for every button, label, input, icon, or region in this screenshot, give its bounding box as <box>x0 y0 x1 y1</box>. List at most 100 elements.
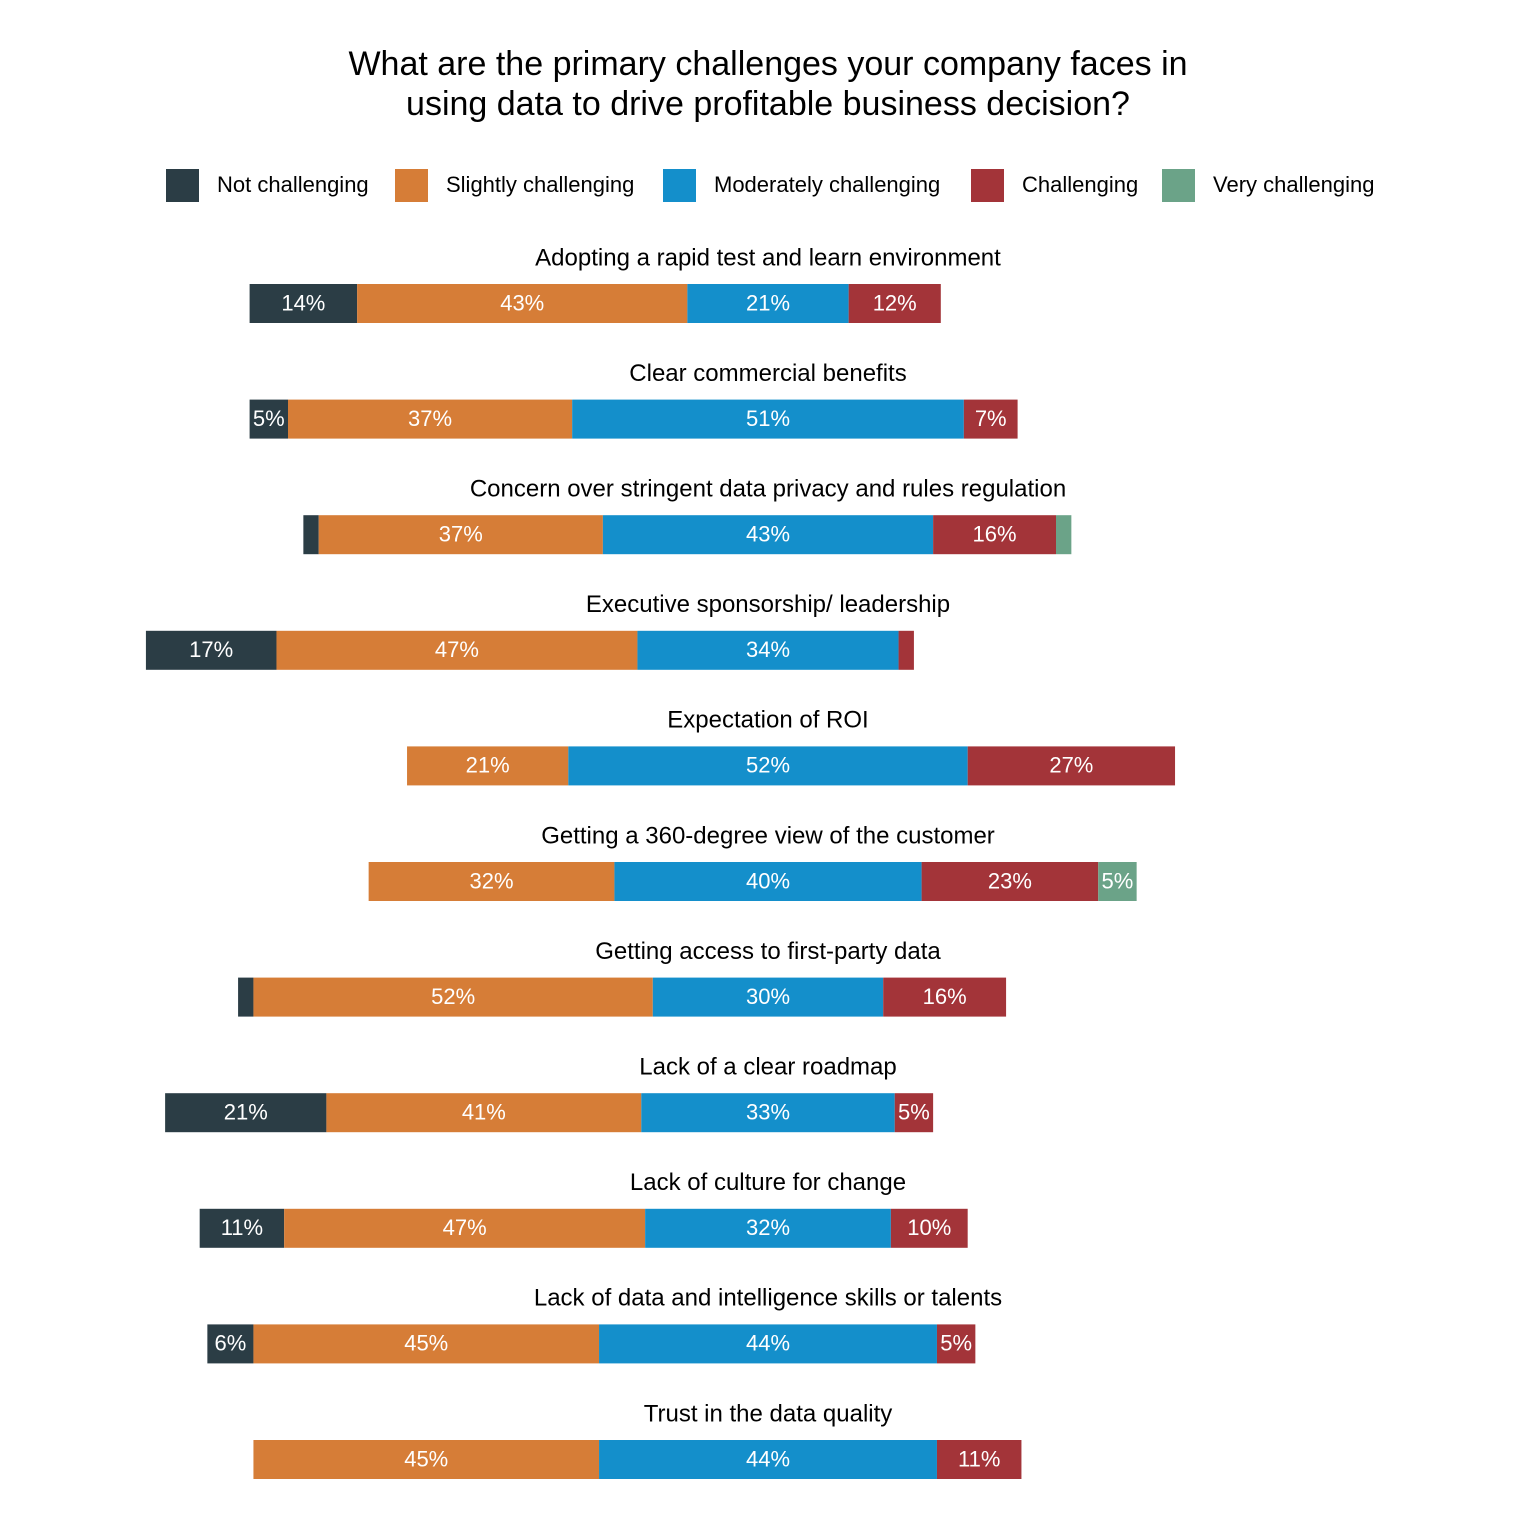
legend-label-slightly-challenging: Slightly challenging <box>446 172 635 197</box>
bar-segment-moderately-challenging <box>652 977 884 1017</box>
bar-segment-slightly-challenging <box>253 1324 600 1364</box>
bar-segment-not-challenging <box>199 1208 285 1248</box>
category-row: Getting a 360-degree view of the custome… <box>368 822 1137 901</box>
legend-swatch-not-challenging <box>166 169 199 202</box>
bar-segment-challenging <box>936 1440 1022 1479</box>
data-label: 27% <box>1049 753 1093 778</box>
data-label: 43% <box>746 522 790 547</box>
bar-segment-challenging <box>898 630 914 670</box>
category-label: Clear commercial benefits <box>629 360 906 387</box>
category-row: Adopting a rapid test and learn environm… <box>249 244 1001 323</box>
bar-segment-not-challenging <box>249 284 358 323</box>
chart-title: What are the primary challenges your com… <box>0 44 1536 124</box>
data-label: 51% <box>746 406 790 431</box>
data-label: 16% <box>923 984 967 1009</box>
category-label: Lack of data and intelligence skills or … <box>534 1285 1002 1312</box>
data-label: 47% <box>435 637 479 662</box>
data-label: 6% <box>215 1331 247 1356</box>
data-label: 30% <box>746 984 790 1009</box>
bar-segment-challenging <box>883 977 1007 1017</box>
data-label: 11% <box>958 1446 1000 1471</box>
data-label: 33% <box>746 1100 790 1125</box>
legend-label-moderately-challenging: Moderately challenging <box>714 172 941 197</box>
data-label: 44% <box>746 1331 790 1356</box>
legend-swatch-slightly-challenging <box>395 169 428 202</box>
data-label: 16% <box>973 522 1017 547</box>
data-label: 5% <box>1102 868 1134 893</box>
data-label: 12% <box>873 290 917 315</box>
category-label: Executive sponsorship/ leadership <box>586 591 950 618</box>
category-row: Concern over stringent data privacy and … <box>303 476 1072 555</box>
bar-segment-moderately-challenging <box>645 1208 891 1248</box>
bar-segment-challenging <box>967 746 1176 786</box>
category-row: Getting access to first-party data 52% 30%… <box>238 938 1007 1017</box>
category-label: Lack of a clear roadmap <box>639 1054 896 1081</box>
category-row: Trust in the data quality 45% 44% 11% <box>253 1400 1022 1479</box>
bar-segment-slightly-challenging <box>288 399 573 439</box>
category-row: Lack of culture for change 11% 47% 32% 10% <box>199 1169 968 1248</box>
bar-segment-moderately-challenging <box>687 284 849 323</box>
category-row: Lack of a clear roadmap 21% 41% 33% 5% <box>165 1054 934 1133</box>
data-label: 32% <box>746 1215 790 1240</box>
data-label: 37% <box>408 406 452 431</box>
bar-segment-challenging <box>933 515 1056 555</box>
data-label: 52% <box>746 753 790 778</box>
data-label: 17% <box>189 637 233 662</box>
legend-swatch-challenging <box>971 169 1004 202</box>
bar-segment-slightly-challenging <box>326 1093 642 1133</box>
bar-segment-moderately-challenging <box>568 746 968 786</box>
category-label: Getting access to first-party data <box>595 938 941 965</box>
category-row: Expectation of ROI 21% 52% 27% <box>407 707 1176 786</box>
bar-segment-slightly-challenging <box>284 1208 646 1248</box>
category-row: Clear commercial benefits 5% 37% 51% 7% <box>249 360 1018 439</box>
data-label: 5% <box>898 1100 930 1125</box>
chart-title-line-2: using data to drive profitable business … <box>406 85 1130 123</box>
bar-segment-not-challenging <box>303 515 319 555</box>
bar-segment-moderately-challenging <box>641 1093 895 1133</box>
data-label: 11% <box>221 1215 263 1240</box>
bar-segment-challenging <box>890 1208 968 1248</box>
category-label: Expectation of ROI <box>667 707 868 734</box>
bar-segment-slightly-challenging <box>253 977 653 1017</box>
bar-segment-challenging <box>921 862 1099 901</box>
category-row: Lack of data and intelligence skills or … <box>207 1285 1002 1364</box>
legend: Not challenging Slightly challenging Mod… <box>0 167 1536 203</box>
data-label: 10% <box>907 1215 951 1240</box>
bar-segment-not-challenging <box>249 399 288 439</box>
data-label: 7% <box>975 406 1007 431</box>
bar-segment-not-challenging <box>238 977 254 1017</box>
data-label: 43% <box>500 290 544 315</box>
data-label: 5% <box>940 1331 972 1356</box>
data-label: 21% <box>466 753 510 778</box>
category-label: Lack of culture for change <box>630 1169 906 1196</box>
bar-segment-not-challenging <box>145 630 277 670</box>
legend-swatch-moderately-challenging <box>663 169 696 202</box>
bar-segment-not-challenging <box>165 1093 327 1133</box>
bar-segment-moderately-challenging <box>599 1324 937 1364</box>
category-label: Adopting a rapid test and learn environm… <box>535 244 1001 271</box>
data-label: 37% <box>439 522 483 547</box>
category-label: Getting a 360-degree view of the custome… <box>541 822 995 849</box>
data-label: 47% <box>443 1215 487 1240</box>
bar-segment-slightly-challenging <box>318 515 603 555</box>
data-label: 14% <box>281 290 325 315</box>
legend-label-challenging: Challenging <box>1022 172 1139 197</box>
data-label: 45% <box>404 1446 448 1471</box>
bar-segment-challenging <box>936 1324 976 1364</box>
bar-segment-moderately-challenging <box>599 1440 937 1479</box>
bar-segment-not-challenging <box>207 1324 254 1364</box>
data-label: 44% <box>746 1446 790 1471</box>
data-label: 21% <box>224 1100 268 1125</box>
bar-segment-slightly-challenging <box>253 1440 600 1479</box>
legend-label-not-challenging: Not challenging <box>217 172 369 197</box>
bar-segment-slightly-challenging <box>276 630 638 670</box>
bar-segment-challenging <box>894 1093 934 1133</box>
category-row: Executive sponsorship/ leadership 17% 47% 3… <box>145 591 950 670</box>
bar-segment-slightly-challenging <box>357 284 688 323</box>
bar-segment-moderately-challenging <box>614 862 922 901</box>
legend-swatch-very-challenging <box>1162 169 1195 202</box>
data-label: 21% <box>746 290 790 315</box>
bar-segment-moderately-challenging <box>637 630 899 670</box>
data-label: 23% <box>988 868 1032 893</box>
